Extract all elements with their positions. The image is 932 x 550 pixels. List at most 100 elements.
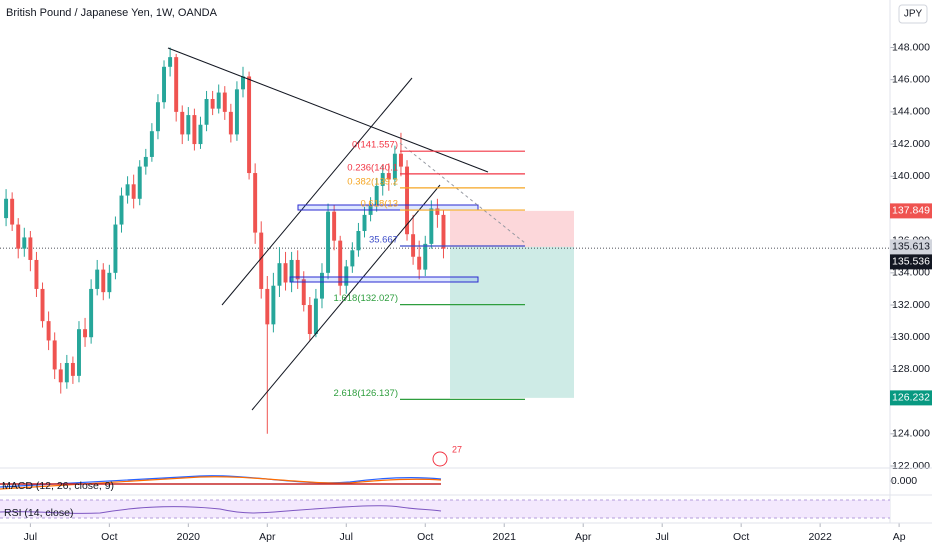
price-badge	[890, 254, 932, 270]
channel-line	[221, 77, 413, 306]
fib-trend	[399, 142, 526, 244]
x-tick-label: Oct	[733, 531, 749, 543]
price-badge	[890, 239, 932, 255]
x-tick-label: 2021	[493, 531, 517, 543]
fib-label: 0(141.557)	[352, 140, 398, 151]
candle-body	[228, 111, 233, 135]
chart-title: British Pound / Japanese Yen, 1W, OANDA	[6, 7, 218, 19]
y-tick-label: 122.000	[892, 460, 930, 472]
candle-body	[289, 259, 294, 283]
candle-body	[16, 224, 21, 249]
x-tick-label: Ap	[893, 531, 906, 543]
x-tick-label: Oct	[417, 531, 433, 543]
y-tick-label: 144.000	[892, 106, 930, 118]
rsi-label: RSI (14, close)	[4, 507, 73, 519]
event-label[interactable]: 27	[452, 444, 462, 454]
currency-label[interactable]: JPY	[904, 9, 923, 20]
candle-body	[344, 266, 349, 286]
candle-body	[398, 153, 403, 167]
candle-body	[34, 259, 39, 289]
candle-body	[259, 232, 264, 289]
x-tick-label: 2022	[808, 531, 832, 543]
channel-line	[251, 184, 441, 411]
y-tick-label: 132.000	[892, 299, 930, 311]
candle-body	[168, 57, 173, 67]
candle-body	[332, 211, 337, 241]
candle-body	[320, 272, 324, 299]
candle-body	[356, 230, 361, 251]
candle-body	[253, 173, 258, 233]
currency-button[interactable]	[898, 4, 928, 24]
candle-body	[405, 166, 410, 235]
fib-label: 0.236(140.1	[347, 162, 398, 173]
x-tick-label: Jul	[24, 531, 37, 543]
price-badge-label: 135.536	[892, 256, 930, 268]
candle-body	[247, 76, 252, 174]
candle-body	[423, 243, 428, 270]
y-tick-label: 128.000	[892, 363, 930, 375]
candle-body	[374, 185, 379, 206]
candle-body	[380, 173, 385, 186]
candle-body	[107, 272, 112, 293]
candle-body	[326, 211, 331, 273]
candle-body	[265, 288, 270, 325]
candle-body	[435, 208, 440, 215]
candle-body	[174, 57, 179, 112]
candle-body	[46, 321, 51, 341]
y-tick-label: 146.000	[892, 73, 930, 85]
candle-body	[113, 224, 118, 273]
candle-body	[234, 89, 239, 135]
candle-body	[350, 250, 355, 267]
candle-body	[64, 362, 69, 383]
x-tick-label: Apr	[259, 531, 276, 543]
candle-body	[101, 269, 106, 293]
candle-body	[386, 173, 391, 180]
candle-body	[313, 298, 318, 335]
event-icon[interactable]	[432, 451, 448, 467]
price-badge	[890, 390, 932, 406]
candle-body	[83, 329, 88, 338]
candle-body	[137, 166, 142, 199]
candle-body	[40, 288, 45, 322]
candle-body	[392, 153, 397, 180]
candle-body	[186, 115, 191, 135]
candle-body	[338, 240, 343, 286]
fib-label: 2.618(126.137)	[334, 388, 398, 399]
x-tick-label: Apr	[575, 531, 592, 543]
fib-label: 1.618(132.027)	[334, 293, 398, 304]
price-badge	[890, 203, 932, 219]
x-tick-label: 2020	[177, 531, 201, 543]
stop-zone	[450, 210, 574, 247]
candle-body	[143, 156, 148, 167]
y-tick-label: 148.000	[892, 41, 930, 53]
candle-body	[77, 329, 81, 376]
candle-body	[58, 369, 63, 383]
candle-body	[271, 285, 276, 325]
y-tick-label: 140.000	[892, 170, 930, 182]
candle-body	[119, 195, 124, 225]
candle-body	[222, 92, 227, 112]
candle-body	[125, 184, 130, 196]
candle-body	[22, 237, 27, 249]
y-tick-label: 124.000	[892, 428, 930, 440]
fib-label: 0.382(139.2	[347, 176, 398, 187]
x-tick-label: Jul	[340, 531, 353, 543]
candle-body	[417, 256, 422, 270]
x-tick-label: Jul	[655, 531, 668, 543]
candle-body	[28, 237, 33, 260]
candle-body	[429, 208, 434, 244]
x-tick-label: Oct	[101, 531, 117, 543]
candle-body	[149, 131, 154, 157]
candle-body	[216, 92, 221, 109]
candle-body	[155, 102, 160, 132]
y-tick-label: 134.000	[892, 267, 930, 279]
macd-label: MACD (12, 26, close, 9)	[2, 480, 114, 492]
rsi-band	[0, 500, 890, 518]
y-tick-label: 130.000	[892, 331, 930, 343]
candle-body	[89, 288, 94, 338]
candle-body	[4, 198, 9, 219]
y-tick-label: 142.000	[892, 138, 930, 150]
price-badge-label: 135.613	[892, 241, 930, 253]
